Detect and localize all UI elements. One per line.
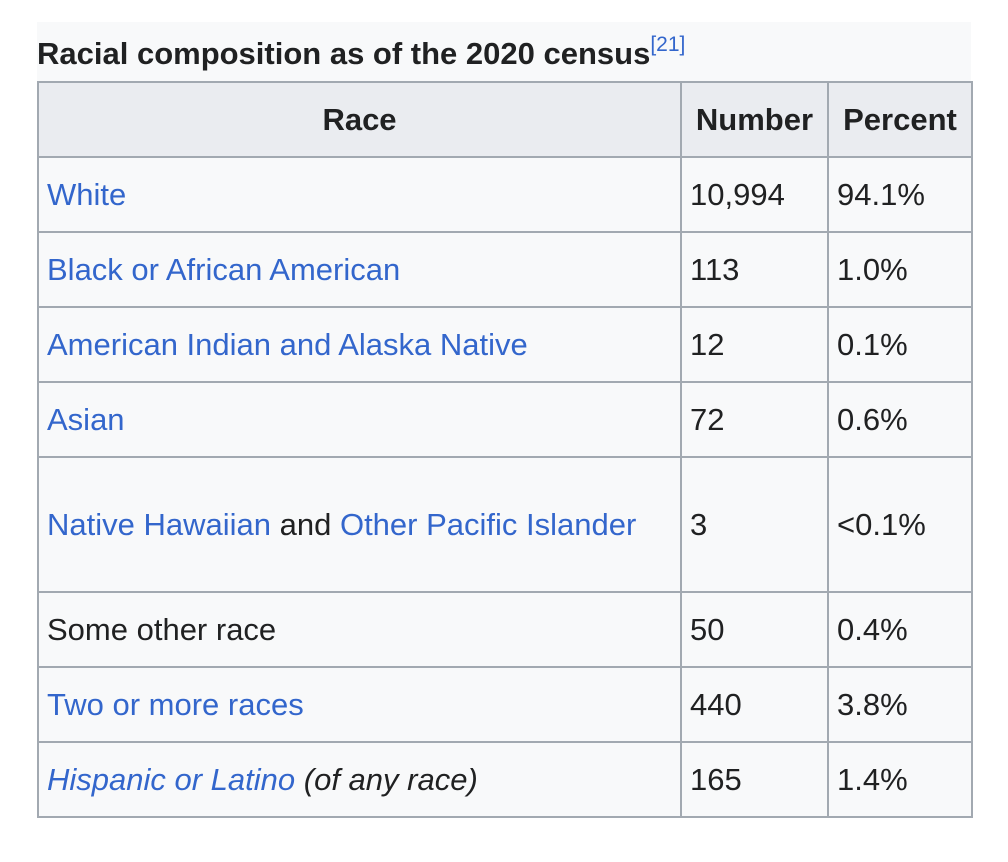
- number-cell: 440: [680, 666, 829, 743]
- table-row: American Indian and Alaska Native 12 0.1…: [37, 306, 973, 383]
- race-link-other-pacific-islander[interactable]: Other Pacific Islander: [339, 506, 637, 542]
- race-cell: Two or more races: [37, 666, 682, 743]
- number-cell: 165: [680, 741, 829, 818]
- header-percent: Percent: [827, 81, 973, 158]
- race-link-asian[interactable]: Asian: [47, 401, 125, 437]
- race-link-black[interactable]: Black or African American: [47, 251, 401, 287]
- race-cell: Asian: [37, 381, 682, 458]
- number-cell: 113: [680, 231, 829, 308]
- percent-cell: 0.4%: [827, 591, 973, 668]
- header-number: Number: [680, 81, 829, 158]
- race-cell: Some other race: [37, 591, 682, 668]
- number-cell: 10,994: [680, 156, 829, 233]
- race-cell: Black or African American: [37, 231, 682, 308]
- percent-cell: 0.1%: [827, 306, 973, 383]
- caption-title: Racial composition as of the 2020 census: [37, 36, 651, 71]
- number-cell: 3: [680, 456, 829, 593]
- race-link-native-hawaiian[interactable]: Native Hawaiian: [47, 506, 271, 542]
- race-connector-text: and: [271, 506, 340, 542]
- table-row: Hispanic or Latino (of any race) 165 1.4…: [37, 741, 973, 818]
- percent-cell: 3.8%: [827, 666, 973, 743]
- race-link-white[interactable]: White: [47, 176, 127, 212]
- number-cell: 50: [680, 591, 829, 668]
- table-row: Two or more races 440 3.8%: [37, 666, 973, 743]
- table-row: Some other race 50 0.4%: [37, 591, 973, 668]
- race-cell: Native Hawaiian and Other Pacific Island…: [37, 456, 682, 593]
- number-cell: 72: [680, 381, 829, 458]
- table-row: White 10,994 94.1%: [37, 156, 973, 233]
- race-link-american-indian[interactable]: American Indian and Alaska Native: [47, 326, 528, 362]
- table-row: Black or African American 113 1.0%: [37, 231, 973, 308]
- percent-cell: <0.1%: [827, 456, 973, 593]
- race-link-hispanic[interactable]: Hispanic or Latino: [47, 761, 296, 797]
- table-caption: Racial composition as of the 2020 census…: [37, 34, 685, 74]
- demographics-table-container: Racial composition as of the 2020 census…: [37, 22, 973, 818]
- race-note-text: (of any race): [295, 761, 478, 797]
- table-row: Asian 72 0.6%: [37, 381, 973, 458]
- number-cell: 12: [680, 306, 829, 383]
- table-caption-box: Racial composition as of the 2020 census…: [37, 22, 971, 81]
- race-cell: White: [37, 156, 682, 233]
- header-row: Race Number Percent: [37, 81, 973, 158]
- racial-composition-table: Race Number Percent White 10,994 94.1% B…: [37, 81, 973, 818]
- race-link-two-or-more[interactable]: Two or more races: [47, 686, 304, 722]
- table-row: Native Hawaiian and Other Pacific Island…: [37, 456, 973, 593]
- percent-cell: 1.4%: [827, 741, 973, 818]
- percent-cell: 1.0%: [827, 231, 973, 308]
- caption-reference: [21]: [650, 33, 685, 56]
- reference-link[interactable]: [21]: [650, 33, 686, 56]
- percent-cell: 94.1%: [827, 156, 973, 233]
- race-cell: Hispanic or Latino (of any race): [37, 741, 682, 818]
- percent-cell: 0.6%: [827, 381, 973, 458]
- race-cell: American Indian and Alaska Native: [37, 306, 682, 383]
- header-race: Race: [37, 81, 682, 158]
